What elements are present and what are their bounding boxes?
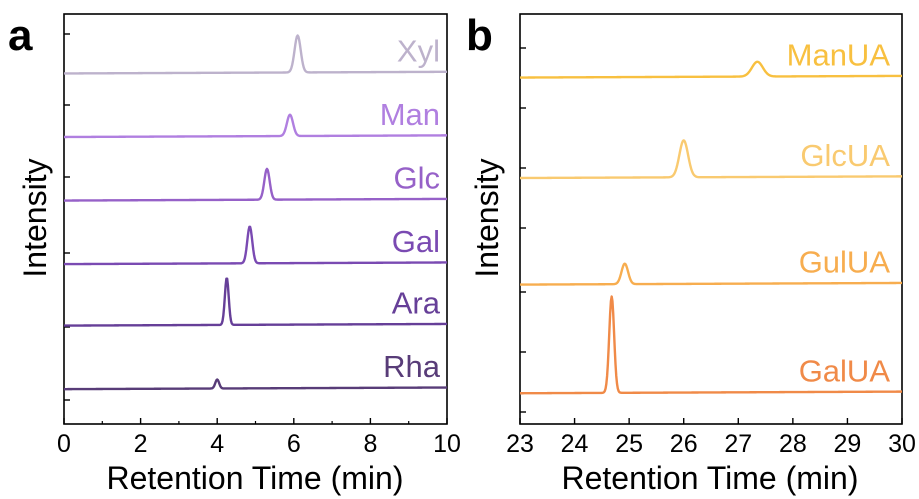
series-label-glc: Glc — [394, 161, 441, 196]
series-line-glcua — [519, 139, 903, 180]
y-axis-title-a: Intensity — [17, 158, 53, 277]
series-line-gulua — [519, 262, 903, 286]
series-line-galua — [519, 295, 903, 395]
panel-letter-a: a — [8, 11, 33, 60]
series-label-xyl: Xyl — [397, 33, 440, 68]
x-tick-label: 6 — [287, 430, 301, 458]
x-tick-label: 24 — [561, 430, 589, 458]
x-tick-label: 29 — [834, 430, 862, 458]
x-tick-label: 0 — [57, 430, 71, 458]
series-label-gulua: GulUA — [799, 245, 891, 280]
chart-panel-a: 0 2 4 6 8 10 Xyl Man Glc Gal Ara Rha — [57, 13, 461, 458]
series-line-manua — [519, 60, 903, 79]
x-tick-label: 8 — [363, 430, 377, 458]
y-axis-title-b: Intensity — [469, 158, 505, 277]
x-axis-title-b: Retention Time (min) — [562, 460, 859, 496]
series-line-man — [63, 113, 448, 139]
plot-frame — [519, 13, 903, 425]
x-axis-title-a: Retention Time (min) — [107, 460, 404, 496]
x-tick-label: 10 — [433, 430, 461, 458]
series-line-glc — [63, 167, 448, 202]
x-tick-label: 30 — [888, 430, 916, 458]
series-label-gal: Gal — [392, 224, 440, 259]
x-tick-label: 27 — [724, 430, 752, 458]
series-label-rha: Rha — [383, 349, 441, 384]
series-label-man: Man — [380, 97, 440, 132]
x-tick-label: 4 — [210, 430, 224, 458]
x-tick-label: 2 — [134, 430, 148, 458]
series-label-glcua: GlcUA — [800, 138, 890, 173]
series-line-xyl — [63, 34, 448, 75]
x-tick-label: 28 — [779, 430, 807, 458]
series-label-galua: GalUA — [799, 353, 891, 388]
series-line-gal — [63, 225, 448, 266]
chart-panel-b: 23 24 25 26 27 28 29 30 ManUA GlcUA GulUA GalUA — [506, 13, 916, 458]
series-line-ara — [63, 277, 448, 327]
series-line-rha — [63, 378, 448, 391]
panel-letter-b: b — [466, 11, 493, 60]
x-tick-label: 23 — [506, 430, 534, 458]
x-tick-label: 26 — [670, 430, 698, 458]
series-label-manua: ManUA — [787, 38, 891, 73]
x-tick-label: 25 — [615, 430, 643, 458]
series-label-ara: Ara — [392, 286, 441, 321]
